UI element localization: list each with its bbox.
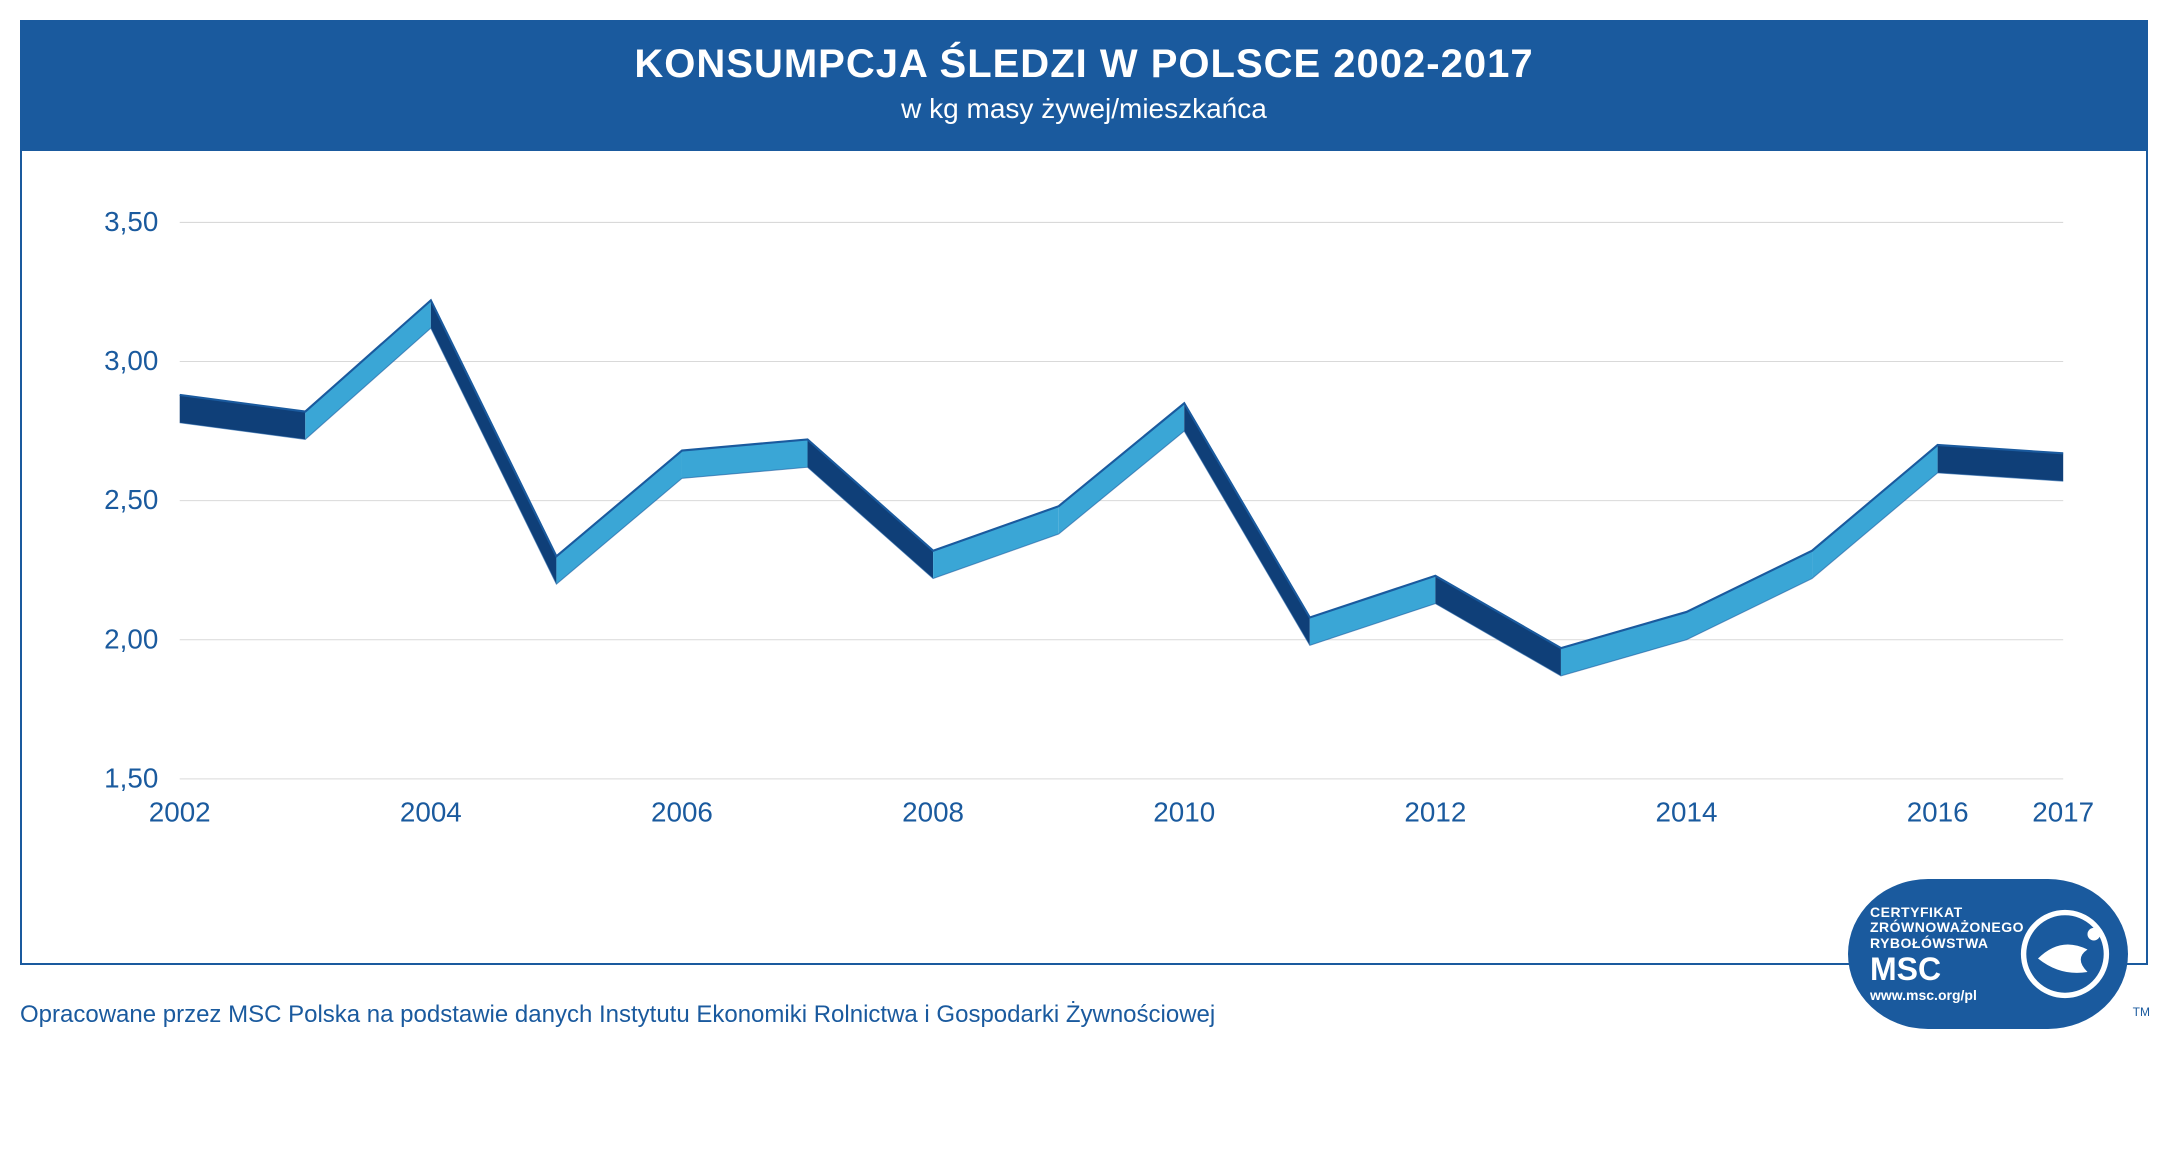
chart-header: KONSUMPCJA ŚLEDZI W POLSCE 2002-2017 w k… <box>20 20 2148 151</box>
x-tick-label: 2014 <box>1656 797 1718 828</box>
y-tick-label: 1,50 <box>104 762 158 793</box>
line-chart-svg: 1,50 2,00 2,50 3,00 3,50 2002 2004 2006 2008 2010… <box>62 201 2106 843</box>
chart-plot-area: 1,50 2,00 2,50 3,00 3,50 2002 2004 2006 2008 2010… <box>20 151 2148 965</box>
y-tick-label: 2,00 <box>104 623 158 654</box>
chart-container: KONSUMPCJA ŚLEDZI W POLSCE 2002-2017 w k… <box>20 20 2148 1029</box>
chart-title: KONSUMPCJA ŚLEDZI W POLSCE 2002-2017 <box>40 42 2128 87</box>
chart-footer: Opracowane przez MSC Polska na podstawie… <box>20 979 2148 1029</box>
fish-icon <box>2020 909 2110 999</box>
x-tick-label: 2006 <box>651 797 713 828</box>
x-tick-label: 2012 <box>1404 797 1466 828</box>
tm-mark: TM <box>2133 1005 2150 1019</box>
y-tick-label: 2,50 <box>104 484 158 515</box>
source-text: Opracowane przez MSC Polska na podstawie… <box>20 1001 1848 1029</box>
y-tick-label: 3,00 <box>104 345 158 376</box>
x-tick-label: 2008 <box>902 797 964 828</box>
y-tick-label: 3,50 <box>104 206 158 237</box>
x-tick-label: 2017 <box>2032 797 2094 828</box>
chart-subtitle: w kg masy żywej/mieszkańca <box>40 93 2128 125</box>
msc-logo: CERTYFIKATZRÓWNOWAŻONEGORYBOŁÓWSTWA MSC … <box>1848 879 2128 1029</box>
x-tick-label: 2010 <box>1153 797 1215 828</box>
x-tick-label: 2004 <box>400 797 462 828</box>
x-tick-label: 2016 <box>1907 797 1969 828</box>
x-tick-label: 2002 <box>149 797 211 828</box>
